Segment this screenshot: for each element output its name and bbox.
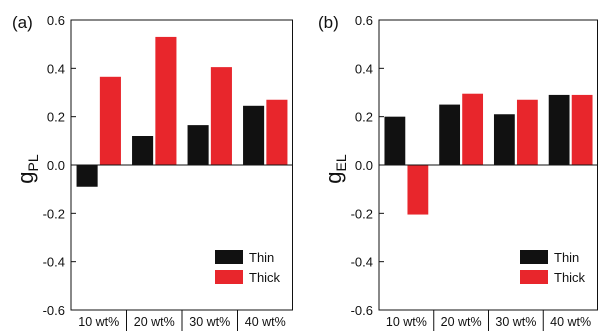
y-tick-label: 0.4 <box>355 61 373 76</box>
bar-thick-0 <box>99 76 121 165</box>
y-tick-label: 0.6 <box>355 13 373 28</box>
chart-panel-1: (b) gEL -0.6 -0.4 -0.2 0.0 0.2 0.4 0.6 10 wt% 20 w… <box>318 13 598 331</box>
bar-thin-0 <box>384 116 406 165</box>
bar-thin-0 <box>76 165 98 187</box>
bar-thick-2 <box>516 99 538 165</box>
bar-thick-2 <box>210 67 232 165</box>
y-tick-label: -0.4 <box>43 255 65 270</box>
y-tick-label: 0.0 <box>355 158 373 173</box>
y-tick-label: -0.2 <box>43 206 65 221</box>
legend-swatch-thick <box>215 270 243 284</box>
bar-thick-1 <box>155 36 177 165</box>
y-tick-label: 0.4 <box>47 61 65 76</box>
x-category-label: 20 wt% <box>134 315 175 329</box>
bar-thick-3 <box>571 94 593 165</box>
y-axis-label-main: g <box>321 171 346 183</box>
y-axis-label-subscript: EL <box>333 154 349 171</box>
bar-thin-3 <box>243 105 265 165</box>
bar-thick-1 <box>462 93 484 165</box>
panel-label: (b) <box>318 13 339 32</box>
y-tick-label: -0.6 <box>43 303 65 318</box>
y-tick-label: 0.2 <box>355 110 373 125</box>
y-tick-label: 0.2 <box>47 110 65 125</box>
y-axis-label: gEL <box>321 154 349 184</box>
x-category-label: 10 wt% <box>386 315 427 329</box>
x-category-label: 10 wt% <box>78 315 119 329</box>
legend-swatch-thick <box>520 270 548 284</box>
y-tick-label: 0.0 <box>47 158 65 173</box>
bar-thin-3 <box>548 94 570 165</box>
legend-swatch-thin <box>520 250 548 264</box>
y-axis-label-subscript: PL <box>25 154 41 171</box>
x-category-label: 30 wt% <box>189 315 230 329</box>
x-category-label: 20 wt% <box>441 315 482 329</box>
panel-label: (a) <box>12 13 33 32</box>
bar-thin-2 <box>493 114 515 165</box>
legend-label-thin: Thin <box>554 250 579 265</box>
bar-thick-0 <box>407 165 429 215</box>
y-tick-label: 0.6 <box>47 13 65 28</box>
legend-swatch-thin <box>215 250 243 264</box>
bar-thin-1 <box>439 104 461 165</box>
x-category-label: 40 wt% <box>245 315 286 329</box>
x-category-label: 30 wt% <box>495 315 536 329</box>
bar-thick-3 <box>266 99 288 165</box>
y-tick-label: -0.2 <box>351 206 373 221</box>
x-category-label: 40 wt% <box>550 315 591 329</box>
bar-thin-1 <box>132 136 154 165</box>
y-axis-label-main: g <box>13 171 38 183</box>
chart-panel-0: (a) gPL -0.6 -0.4 -0.2 0.0 0.2 0.4 0.6 10 wt% 20 w… <box>12 13 293 331</box>
bar-thin-2 <box>187 125 209 165</box>
legend-label-thick: Thick <box>249 270 281 285</box>
y-axis-label: gPL <box>13 154 41 184</box>
legend-label-thick: Thick <box>554 270 586 285</box>
legend-label-thin: Thin <box>249 250 274 265</box>
y-tick-label: -0.6 <box>351 303 373 318</box>
y-tick-label: -0.4 <box>351 255 373 270</box>
